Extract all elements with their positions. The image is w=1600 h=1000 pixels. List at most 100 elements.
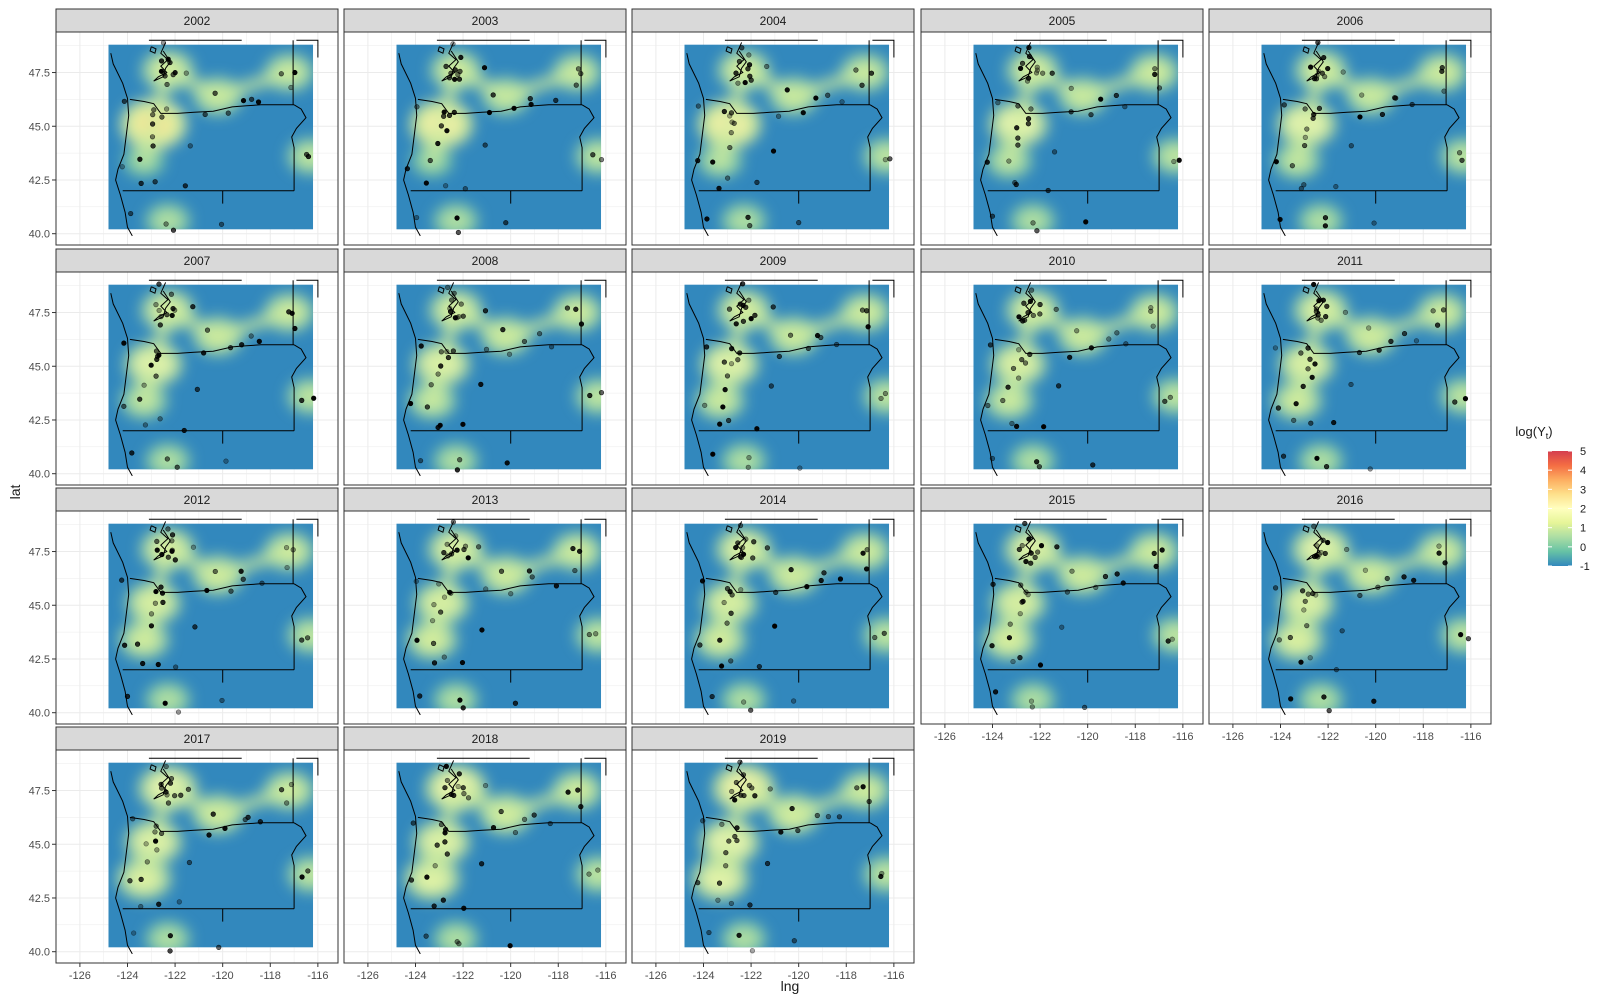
facet-panel-2019: 2019 — [631, 726, 915, 964]
observation-point — [735, 357, 741, 363]
observation-point — [168, 776, 175, 782]
observation-point — [1159, 547, 1165, 553]
observation-point — [699, 578, 706, 584]
panel-border — [55, 31, 339, 246]
x-tick-label: -116 — [307, 970, 328, 982]
facet-strip-label: 2009 — [760, 254, 787, 268]
observation-point — [1019, 543, 1025, 549]
observation-point — [737, 759, 743, 765]
observation-point — [1340, 69, 1346, 75]
observation-point — [865, 324, 871, 330]
observation-point — [1005, 384, 1011, 390]
facet-strip-label: 2017 — [184, 732, 211, 746]
observation-point — [154, 538, 160, 545]
heatmap-raster — [973, 44, 1179, 230]
observation-point — [1038, 543, 1045, 549]
observation-point — [481, 65, 488, 71]
observation-point — [443, 63, 449, 69]
facet-panel-2012: 2012 — [55, 487, 339, 725]
observation-point — [1298, 185, 1304, 192]
state-boundaries — [398, 39, 607, 237]
observation-point — [1401, 574, 1407, 580]
observation-point — [482, 142, 488, 148]
observation-point — [577, 548, 583, 554]
observation-point — [1277, 216, 1283, 223]
observation-point — [407, 400, 414, 407]
observation-point — [1439, 68, 1445, 74]
legend-tick-label: 2 — [1580, 504, 1586, 516]
observation-point — [152, 179, 158, 185]
state-boundaries — [398, 757, 607, 955]
observation-point — [430, 618, 436, 624]
observation-point — [167, 780, 174, 786]
observation-point — [587, 392, 593, 399]
observation-point — [119, 164, 125, 170]
observation-point — [444, 128, 450, 134]
x-tick-label: -124 — [116, 970, 138, 982]
observation-point — [787, 332, 794, 338]
observation-point — [547, 820, 553, 827]
heatmap-raster — [108, 284, 314, 470]
observation-point — [160, 599, 166, 605]
observation-point — [1088, 345, 1094, 351]
observation-point — [216, 944, 222, 950]
observation-point — [1012, 180, 1018, 186]
state-boundaries — [686, 39, 895, 237]
observation-point — [747, 223, 753, 229]
observation-point — [710, 451, 716, 457]
observation-point — [1371, 220, 1377, 226]
observation-point — [1026, 536, 1032, 542]
observation-points — [702, 281, 889, 471]
hotspot-core — [156, 211, 180, 230]
panel-border — [343, 31, 627, 246]
x-tick-label: -116 — [883, 970, 904, 982]
observation-point — [1028, 106, 1034, 112]
observation-point — [206, 832, 212, 838]
observation-point — [504, 460, 510, 466]
observation-point — [1028, 287, 1035, 293]
observation-point — [249, 96, 255, 102]
observation-point — [150, 112, 156, 118]
observation-point — [163, 221, 169, 227]
observation-point — [445, 553, 451, 559]
observation-point — [159, 785, 165, 791]
observation-point — [1007, 621, 1013, 627]
y-axis-row-1: 40.0 42.5 45.0 47.5 — [29, 68, 56, 241]
observation-point — [165, 800, 172, 806]
observation-point — [1304, 623, 1310, 629]
observation-point — [1311, 523, 1317, 529]
observation-point — [163, 789, 169, 795]
hotspot-core — [1309, 211, 1333, 230]
observation-point — [458, 54, 464, 61]
x-tick-label: -120 — [1365, 731, 1387, 743]
observation-point — [153, 588, 159, 595]
observation-point — [462, 186, 468, 192]
observation-point — [299, 874, 305, 880]
state-boundaries — [110, 757, 319, 955]
observation-point — [722, 387, 728, 393]
observation-point — [729, 119, 735, 125]
observation-point — [756, 663, 762, 670]
x-tick-label: -124 — [1269, 731, 1291, 743]
observation-point — [148, 362, 154, 368]
observation-point — [570, 545, 576, 552]
heatmap-raster — [1261, 44, 1467, 230]
observation-point — [1028, 550, 1034, 556]
observation-point — [441, 109, 447, 115]
observation-point — [479, 861, 485, 867]
x-tick-label: -122 — [1029, 731, 1051, 743]
observation-point — [1312, 361, 1318, 367]
observation-point — [784, 87, 790, 93]
observation-point — [190, 304, 196, 310]
y-axis-row-4: 40.0 42.5 45.0 47.5 — [29, 786, 56, 959]
observation-point — [1411, 577, 1417, 583]
heatmap-raster — [108, 523, 314, 709]
heatmap-raster — [684, 523, 890, 709]
observation-point — [498, 568, 505, 574]
facet-strip-label: 2013 — [472, 493, 499, 507]
observation-point — [227, 345, 234, 351]
observation-point — [770, 148, 777, 154]
observation-point — [700, 818, 706, 824]
observation-point — [305, 635, 311, 641]
observation-point — [137, 396, 143, 402]
